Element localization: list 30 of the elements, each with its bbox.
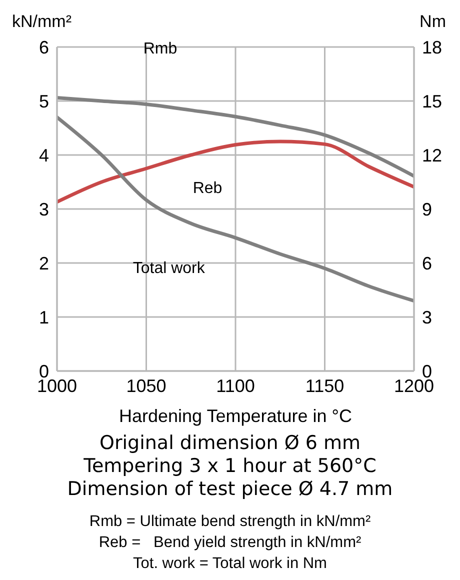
y2-tick-label: 15 <box>422 91 442 112</box>
series-label: Total work <box>132 260 206 277</box>
y2-tick-label: 9 <box>422 199 432 220</box>
y-tick-label: 5 <box>38 91 49 112</box>
y2-tick-label: 12 <box>422 145 442 166</box>
line-series <box>57 115 414 303</box>
x-tick-label: 1100 <box>216 376 255 396</box>
x-axis-title: Hardening Temperature in °C <box>119 406 352 426</box>
text: Dimension of test piece Ø 4.7 mm <box>66 478 394 501</box>
text: Rmb = Ultimate bend strength in kN/mm² <box>88 512 372 532</box>
line-series <box>57 140 414 204</box>
text: Tempering 3 x 1 hour at 560°C <box>82 455 378 478</box>
y-tick-label: 3 <box>38 199 49 220</box>
y2-tick-label: 3 <box>422 307 432 328</box>
y2-axis-title: Nm <box>420 12 446 32</box>
series-label: Reb <box>192 180 222 198</box>
y-axis-title: kN/mm² <box>12 12 72 32</box>
y-tick-label: 1 <box>38 307 49 328</box>
text: Rmb <box>143 40 178 58</box>
y2-tick-label: 18 <box>422 37 442 58</box>
text: Reb = Bend yield strength in kN/mm² <box>98 533 362 553</box>
line-series <box>57 96 414 178</box>
x-tick-label: 1150 <box>305 376 344 396</box>
text: Original dimension Ø 6 mm <box>98 432 362 455</box>
y2-tick-label: 6 <box>422 253 432 274</box>
text: Tot. work = Total work in Nm <box>132 554 328 574</box>
x-tick-label: 1050 <box>126 376 166 396</box>
y-tick-label: 2 <box>38 253 49 274</box>
y-tick-label: 4 <box>38 145 49 166</box>
y-tick-label: 6 <box>38 37 49 58</box>
